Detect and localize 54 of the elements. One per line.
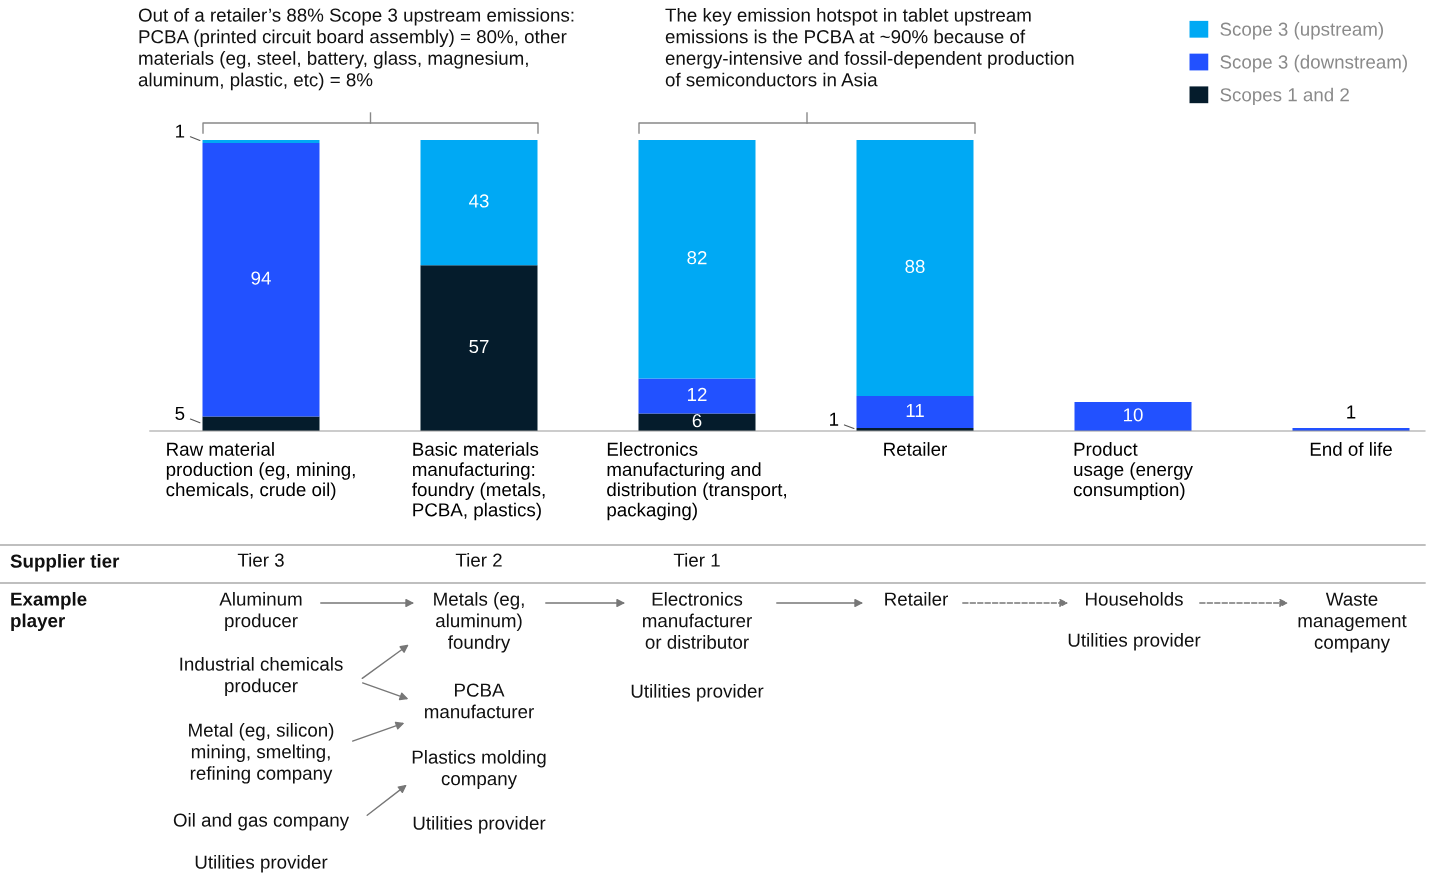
x-tick-label: Product usage (energy consumption) — [1073, 442, 1193, 500]
bar — [638, 378, 756, 414]
x-tick-label: Electronics manufacturing and distribution (transport, packaging) — [607, 442, 786, 521]
legend-label: Scope 3 (downstream) — [1220, 54, 1407, 73]
bar — [202, 416, 320, 431]
text: PCBA manufacturer — [425, 683, 534, 719]
text: Utilities provider — [1068, 633, 1201, 651]
data-label: 11 — [906, 404, 924, 417]
bar — [420, 140, 538, 266]
bar — [420, 265, 538, 431]
text: Metals (eg, aluminum) foundry — [434, 592, 524, 653]
x-tick-label: End of life — [1310, 442, 1392, 456]
text: Oil and gas company — [173, 813, 350, 831]
data-label: 1 — [1347, 405, 1356, 419]
text: Utilities provider — [195, 855, 328, 873]
bar — [1074, 401, 1192, 431]
text: Metal (eg, silicon) mining, smelting, refining company — [189, 723, 334, 784]
data-label: 88 — [905, 259, 925, 274]
text: Supplier tier — [10, 554, 120, 572]
data-label: 57 — [469, 340, 489, 354]
legend-label: Scope 3 (upstream) — [1220, 22, 1384, 40]
bar — [856, 396, 974, 429]
text: Electronics manufacturer or distributor — [643, 592, 752, 649]
x-tick-label: Raw material production (eg, mining, chemicals, crude oil) — [166, 442, 355, 500]
text: Aluminum producer — [219, 592, 302, 632]
bar — [638, 140, 756, 379]
data-label: 82 — [687, 251, 707, 265]
text: Retailer — [885, 592, 948, 606]
data-label: 6 — [692, 414, 702, 428]
data-label: 1 — [176, 124, 185, 138]
bar — [856, 140, 974, 397]
data-label: 5 — [175, 406, 185, 421]
text: Out of a retailer’s 88% Scope 3 upstream emissions: PCBA (printed circuit board assembly) = 80%, other materials (eg, steel, battery, glass, magnesium, aluminum, plastic, etc) = 8% — [138, 8, 574, 91]
text: Tier 2 — [455, 553, 502, 567]
x-tick-label: Retailer — [884, 442, 947, 456]
legend-label: Scopes 1 and 2 — [1220, 87, 1349, 106]
data-label: 43 — [469, 194, 489, 208]
text: Waste management company — [1298, 592, 1407, 653]
data-label: 10 — [1124, 408, 1143, 422]
text: Tier 3 — [237, 553, 284, 567]
data-label: 94 — [251, 271, 271, 285]
text: Households — [1086, 592, 1183, 606]
text: The key emission hotspot in tablet upstream emissions is the PCBA at ~90% because of energy-intensive and fossil-dependent production of semiconductors in Asia — [665, 8, 1074, 87]
data-label: 12 — [688, 387, 707, 401]
text: Example player — [11, 592, 87, 632]
text: Industrial chemicals producer — [180, 657, 343, 697]
data-label: 1 — [830, 412, 839, 426]
bar — [202, 140, 320, 143]
text: Utilities provider — [631, 684, 764, 702]
text: Utilities provider — [413, 816, 546, 834]
text: Tier 1 — [673, 553, 720, 567]
bar — [202, 142, 320, 417]
x-tick-label: Basic materials manufacturing: foundry (metals, PCBA, plastics) — [412, 442, 545, 521]
text: Plastics molding company — [412, 750, 546, 790]
